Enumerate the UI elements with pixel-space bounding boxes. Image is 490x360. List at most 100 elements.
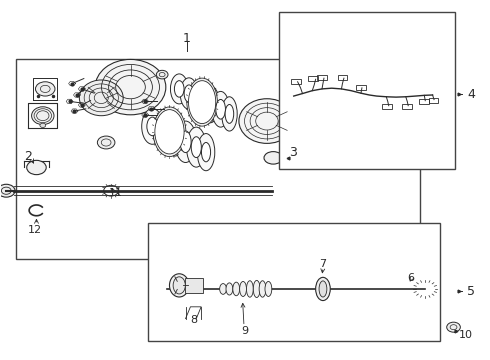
Ellipse shape [180,131,191,153]
Ellipse shape [226,283,233,295]
Ellipse shape [265,282,272,296]
Bar [279,12,455,169]
Ellipse shape [239,99,295,143]
Ellipse shape [187,78,218,126]
Ellipse shape [201,143,211,162]
Ellipse shape [380,280,389,298]
Ellipse shape [264,152,283,164]
Ellipse shape [200,86,220,123]
Ellipse shape [319,281,327,297]
Bar [147,223,440,341]
Bar [402,104,412,109]
Text: 3: 3 [289,146,297,159]
Ellipse shape [233,282,240,296]
Ellipse shape [189,81,208,116]
Ellipse shape [408,278,418,300]
Ellipse shape [348,279,357,298]
Ellipse shape [169,126,180,147]
Ellipse shape [338,73,345,78]
Ellipse shape [351,270,369,307]
Ellipse shape [396,269,414,309]
Bar [308,76,318,81]
Ellipse shape [447,322,460,332]
Ellipse shape [259,281,266,297]
Ellipse shape [220,284,226,294]
Ellipse shape [98,136,115,149]
Ellipse shape [153,107,186,157]
Ellipse shape [377,273,392,305]
Ellipse shape [31,107,54,125]
Text: 2: 2 [24,150,32,163]
Ellipse shape [170,274,189,297]
Ellipse shape [298,73,306,79]
Ellipse shape [319,294,323,297]
Ellipse shape [197,134,215,171]
Ellipse shape [209,284,217,292]
Text: 9: 9 [242,327,248,337]
Ellipse shape [316,277,330,301]
Ellipse shape [402,267,424,310]
Bar [16,59,420,258]
Bar [429,98,439,103]
Ellipse shape [253,280,260,297]
Ellipse shape [417,280,426,298]
Text: 12: 12 [27,225,42,235]
Text: 5: 5 [467,285,475,298]
Ellipse shape [175,121,196,162]
Ellipse shape [204,94,215,114]
Ellipse shape [174,81,184,97]
Ellipse shape [184,85,194,102]
Ellipse shape [180,78,198,109]
Bar [338,75,347,80]
Ellipse shape [153,112,174,150]
Text: 8: 8 [190,315,197,325]
Ellipse shape [35,82,55,96]
Ellipse shape [279,107,318,139]
Ellipse shape [156,70,168,79]
Ellipse shape [212,91,229,127]
Ellipse shape [201,283,211,293]
Bar [382,104,392,109]
Ellipse shape [318,73,326,78]
Ellipse shape [95,59,166,115]
Ellipse shape [221,97,237,131]
Ellipse shape [158,121,169,141]
Ellipse shape [246,281,253,297]
Ellipse shape [189,282,199,289]
Ellipse shape [363,278,373,300]
Text: 4: 4 [467,88,475,101]
Ellipse shape [323,281,327,284]
Ellipse shape [225,104,234,123]
Ellipse shape [27,160,46,175]
Text: 10: 10 [459,330,472,341]
Ellipse shape [194,89,204,108]
Text: 1: 1 [183,32,191,45]
Bar [185,278,202,293]
Text: 6: 6 [407,273,414,283]
Ellipse shape [164,117,186,156]
Ellipse shape [0,184,15,197]
Bar [317,75,327,80]
Ellipse shape [330,87,340,94]
Ellipse shape [187,127,206,167]
Bar [291,78,300,84]
Ellipse shape [142,109,163,144]
Ellipse shape [191,137,201,158]
Text: 7: 7 [319,259,326,269]
Ellipse shape [40,123,46,127]
Ellipse shape [189,81,216,123]
Ellipse shape [216,99,225,119]
Ellipse shape [368,271,385,307]
Ellipse shape [155,110,184,154]
Ellipse shape [317,288,321,291]
Ellipse shape [79,80,123,116]
Bar [356,85,366,90]
Ellipse shape [388,271,404,307]
Ellipse shape [147,117,158,136]
Ellipse shape [171,74,188,104]
Ellipse shape [355,279,365,299]
Ellipse shape [325,288,329,291]
Ellipse shape [323,294,327,297]
Ellipse shape [240,282,246,296]
Ellipse shape [402,107,410,112]
